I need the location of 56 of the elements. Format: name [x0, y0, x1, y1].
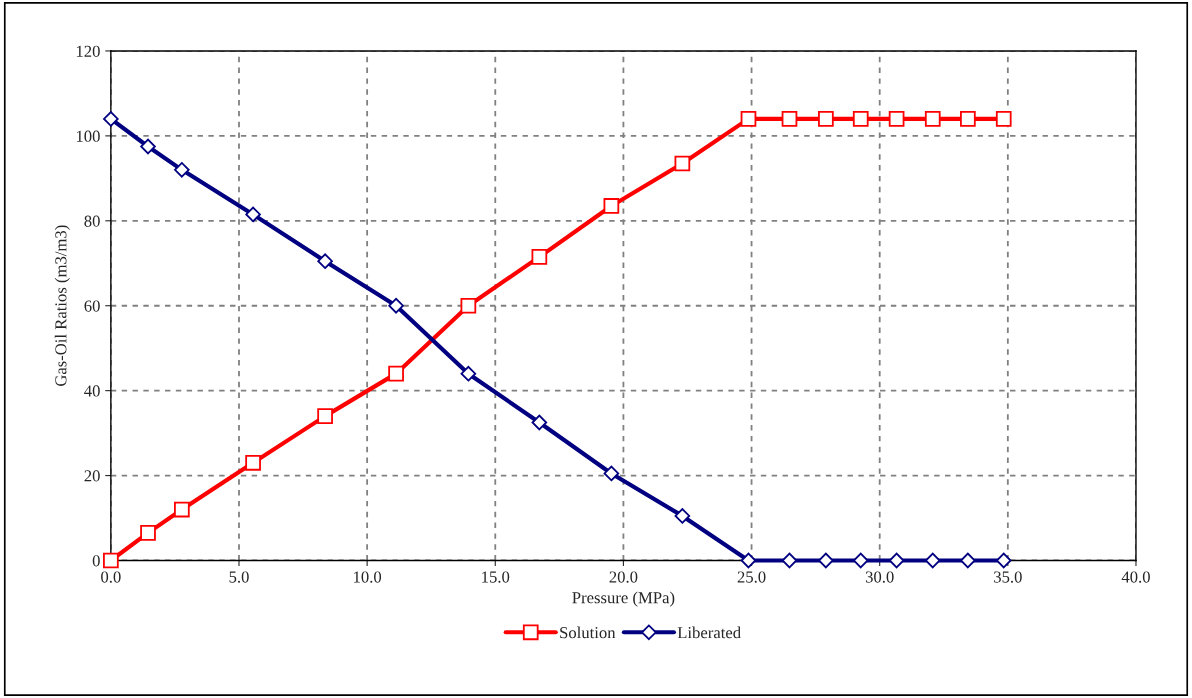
point — [781, 111, 798, 127]
y-tick-label: 0 — [92, 555, 100, 567]
x-tick-label: 35.0 — [994, 571, 1022, 583]
point — [924, 111, 941, 127]
point — [781, 552, 798, 569]
point — [888, 552, 905, 569]
point — [674, 508, 691, 524]
point — [960, 552, 976, 569]
point — [460, 365, 477, 382]
point — [388, 365, 404, 382]
point — [245, 454, 261, 471]
point — [852, 552, 869, 569]
point — [603, 198, 620, 214]
x-tick-label: 30.0 — [865, 571, 894, 583]
point — [317, 408, 333, 424]
x-tick-label: 25.0 — [737, 571, 766, 583]
point — [531, 249, 548, 265]
point — [603, 465, 620, 482]
point — [140, 138, 156, 155]
point — [173, 501, 190, 518]
point — [140, 525, 156, 541]
y-tick-label: 100 — [76, 130, 100, 142]
point — [103, 111, 119, 127]
y-tick-label: 40 — [84, 385, 100, 397]
point — [818, 552, 834, 569]
x-tick-label: 10.0 — [354, 571, 382, 583]
point — [388, 297, 404, 314]
point — [740, 111, 757, 127]
x-tick-label: 5.0 — [229, 571, 249, 583]
x-tick-label: 20.0 — [609, 571, 638, 583]
point — [995, 111, 1012, 127]
y-tick-label: 20 — [84, 470, 100, 482]
legend-label: Solution — [560, 626, 616, 639]
point — [103, 552, 119, 569]
point — [995, 552, 1012, 569]
point — [960, 111, 976, 127]
point — [888, 111, 905, 127]
point — [317, 253, 333, 269]
point — [245, 206, 261, 223]
x-tick-label: 0.0 — [101, 571, 121, 583]
y-tick-label: 120 — [76, 45, 100, 57]
y-tick-label: 60 — [84, 300, 100, 312]
x-tick-label: 40.0 — [1121, 571, 1150, 583]
y-tick-label: 80 — [84, 215, 100, 227]
x-axis-title: Pressure (MPa) — [572, 591, 675, 607]
point — [924, 552, 941, 569]
legend-label: Liberated — [677, 626, 741, 639]
point — [740, 552, 757, 569]
y-axis-title: Gas-Oil Ratios (m3/m3) — [54, 225, 70, 387]
point — [852, 111, 869, 127]
x-tick-label: 15.0 — [482, 571, 510, 583]
point — [531, 414, 548, 431]
point — [818, 111, 834, 127]
point — [174, 162, 190, 178]
point — [674, 155, 691, 172]
point — [460, 297, 477, 314]
